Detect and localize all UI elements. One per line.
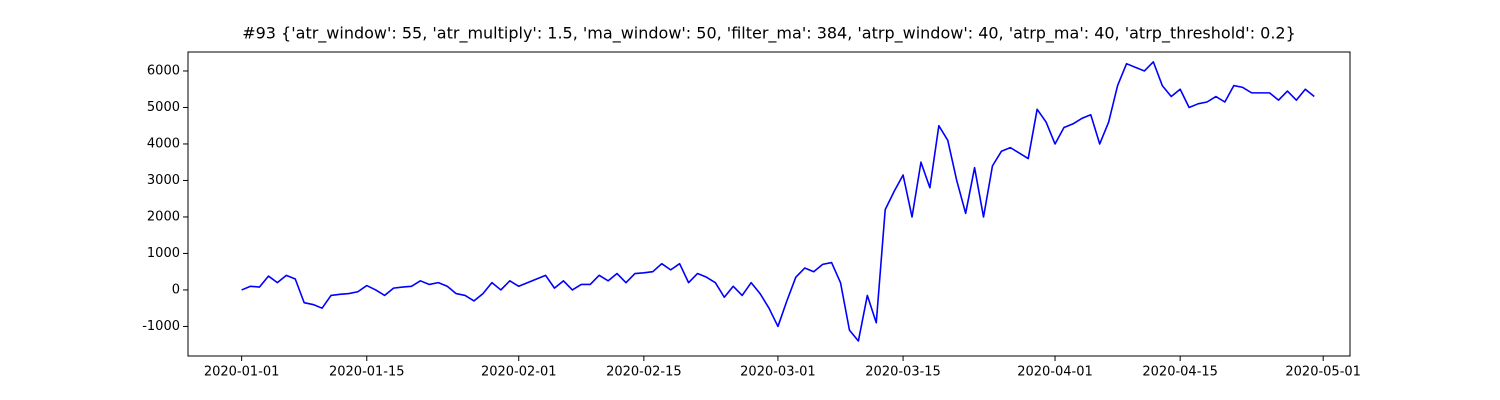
y-tick-label: -1000 [142,319,180,334]
y-tick-label: 6000 [147,63,180,78]
x-tick-label: 2020-05-01 [1285,365,1361,380]
line [241,61,1315,342]
plot-frame [187,51,1351,357]
chart-title: #93 {'atr_window': 55, 'atr_multiply': 1… [242,24,1296,44]
y-tick-label: 1000 [147,246,180,261]
y-tick-label: 2000 [147,209,180,224]
x-tick-label: 2020-01-15 [329,365,405,380]
x-tick-label: 2020-02-15 [606,365,682,380]
x-tick-label: 2020-02-01 [481,365,557,380]
y-tick-label: 4000 [147,136,180,151]
y-tick-label: 0 [172,282,180,297]
y-tick-label: 3000 [147,173,180,188]
x-tick-label: 2020-03-01 [740,365,816,380]
x-tick-label: 2020-04-15 [1142,365,1218,380]
y-tick-label: 5000 [147,100,180,115]
x-tick-label: 2020-03-15 [865,365,941,380]
x-tick-label: 2020-04-01 [1017,365,1093,380]
x-tick-label: 2020-01-01 [204,365,280,380]
